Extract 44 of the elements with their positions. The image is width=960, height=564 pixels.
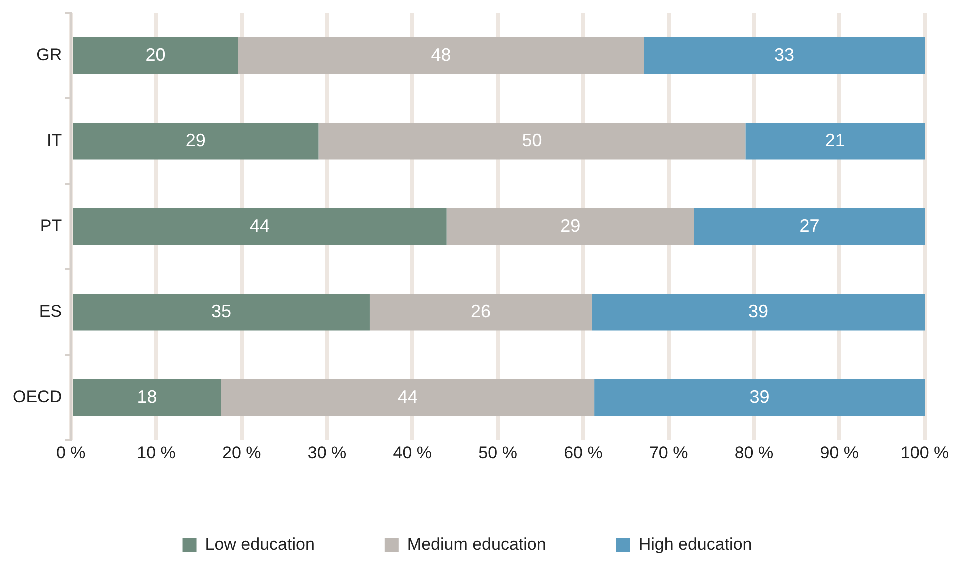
- x-tick-label: 50 %: [478, 443, 518, 462]
- bar: [592, 294, 925, 331]
- bar: [694, 208, 925, 246]
- bar: [318, 123, 746, 160]
- y-tick-label: OECD: [12, 388, 62, 407]
- data-label: 44: [250, 216, 270, 236]
- bar: [746, 123, 925, 160]
- data-label: 18: [137, 386, 158, 407]
- x-tick-label: 40 %: [393, 443, 432, 462]
- x-tick-label: 80 %: [734, 443, 774, 462]
- data-label: 20: [146, 44, 166, 65]
- legend-label: Low education: [205, 535, 315, 554]
- data-label: 33: [774, 44, 795, 65]
- x-tick-label: 20 %: [222, 443, 262, 462]
- bar: [221, 379, 595, 416]
- x-tick-label: 70 %: [649, 443, 688, 462]
- x-tick-label: 60 %: [564, 443, 603, 462]
- y-tick-label: PT: [40, 216, 62, 236]
- x-tick-label: 30 %: [308, 443, 347, 462]
- legend-label: Medium education: [407, 535, 546, 554]
- bar: [370, 294, 592, 331]
- x-tick-label: 0 %: [56, 443, 86, 462]
- data-label: 44: [398, 386, 418, 407]
- data-label: 50: [522, 130, 542, 150]
- x-tick-label: 10 %: [137, 443, 176, 462]
- bar: [238, 38, 644, 74]
- y-tick-label: GR: [36, 46, 62, 65]
- y-tick-label: ES: [39, 302, 62, 322]
- data-label: 39: [750, 386, 770, 407]
- data-label: 29: [186, 130, 206, 150]
- y-tick-label: IT: [47, 131, 62, 150]
- data-label: 21: [825, 130, 846, 150]
- data-label: 27: [800, 216, 820, 236]
- data-label: 29: [560, 216, 581, 236]
- x-tick-label: 90 %: [820, 443, 859, 462]
- bar: [644, 38, 925, 74]
- bar: [446, 208, 694, 246]
- data-label: 39: [748, 301, 769, 322]
- data-label: 48: [431, 44, 452, 65]
- bar: [594, 379, 925, 416]
- x-tick-label: 100 %: [900, 443, 950, 462]
- data-label: 35: [212, 301, 232, 322]
- legend-label: High education: [638, 535, 752, 554]
- data-label: 26: [470, 301, 491, 322]
